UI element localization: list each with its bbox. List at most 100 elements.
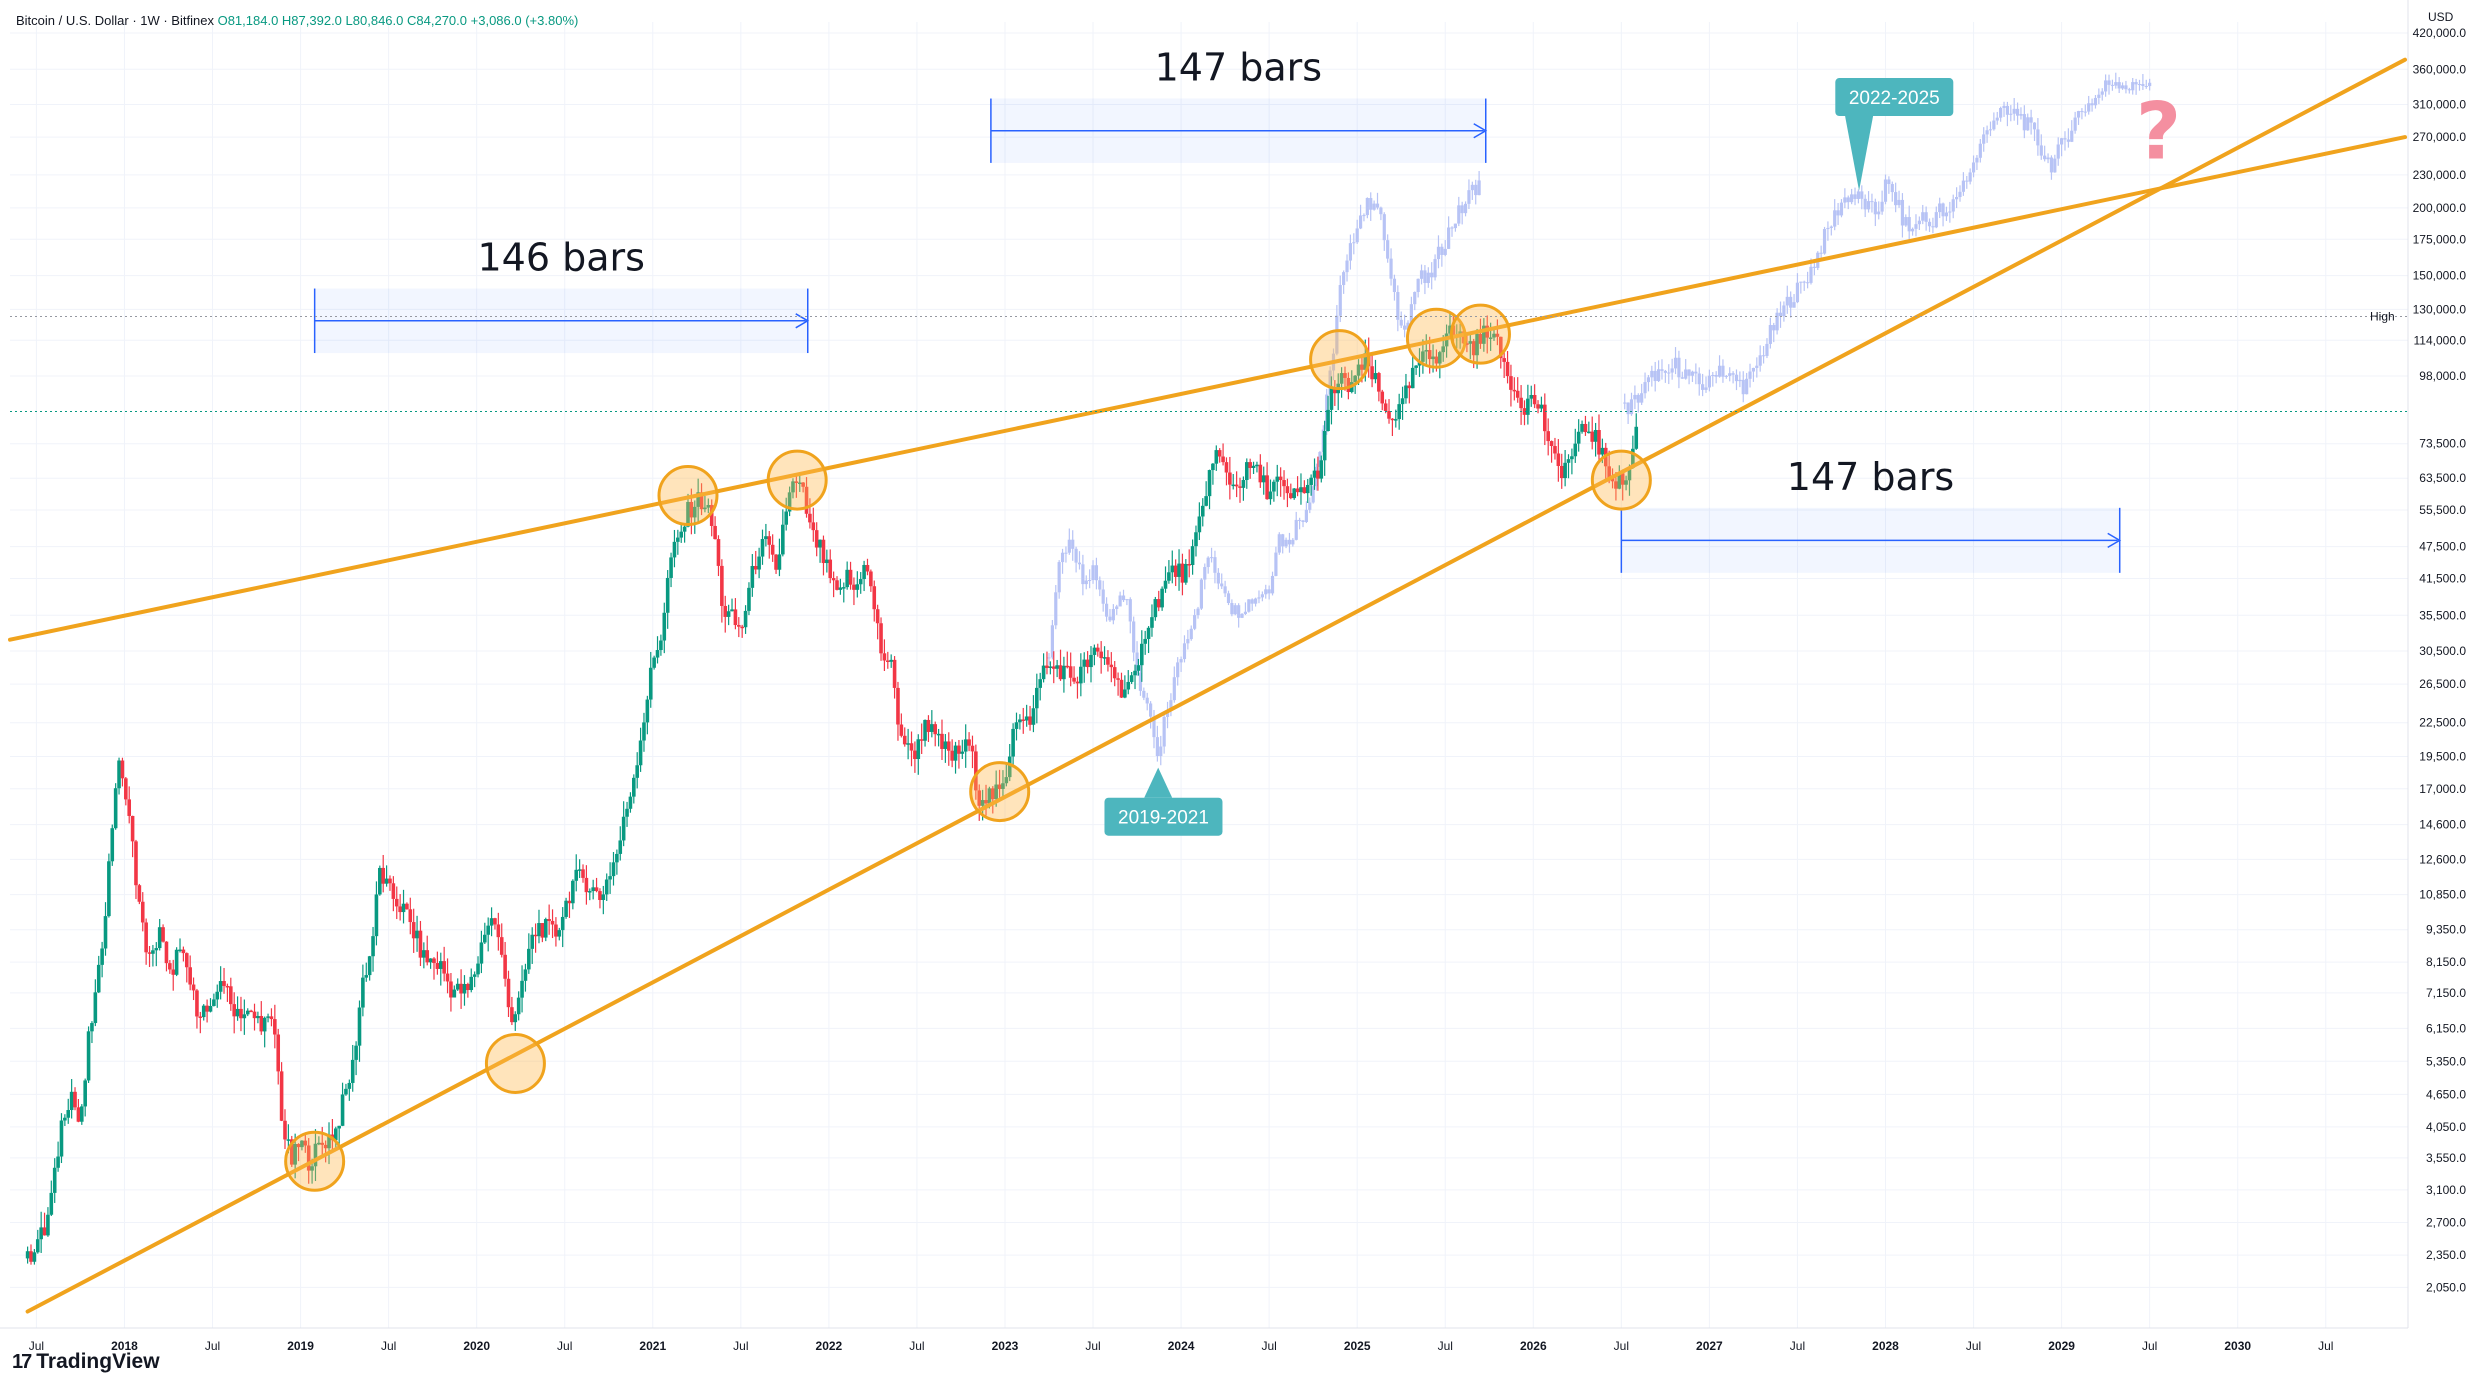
candle-up [1414, 365, 1418, 368]
candle-up [560, 916, 565, 931]
projection-candle [1978, 143, 1982, 158]
measure-tools[interactable]: 146 bars 147 bars 147 bars [313, 46, 2122, 573]
projection-candle [1772, 325, 1776, 331]
projection-candle [1301, 520, 1305, 522]
projection-candle [1088, 580, 1092, 582]
trendlines[interactable] [8, 57, 2407, 1314]
projection-candle [2046, 157, 2050, 160]
projection-candle [1904, 217, 1908, 226]
projection-candle [2043, 155, 2047, 160]
candle-up [648, 667, 653, 700]
candle-up [256, 1015, 260, 1019]
projection-candle [2070, 130, 2074, 142]
candle-down [1051, 666, 1056, 669]
candle-down [1106, 657, 1110, 665]
price-tick-label: 3,100.0 [2426, 1183, 2466, 1197]
candle-down [801, 482, 805, 487]
callouts[interactable]: 2022-2025 2019-2021 [1104, 78, 1954, 836]
candle-down [1075, 681, 1080, 684]
candle-up [1468, 341, 1473, 344]
projection-candle [1104, 603, 1109, 617]
projection-candle [1806, 282, 1810, 284]
candle-up [378, 867, 382, 895]
time-tick-label: 2021 [639, 1339, 666, 1353]
candle-down [1478, 333, 1483, 344]
projection-candle [1755, 365, 1759, 368]
projection-candle [1159, 746, 1163, 756]
candle-down [919, 739, 924, 741]
projection-candle [1447, 227, 1451, 249]
projection-candle [2117, 82, 2121, 89]
candle-down [249, 1010, 253, 1013]
projection-candle [1877, 211, 1881, 215]
candle-up [587, 891, 592, 893]
candle-down [950, 750, 954, 761]
candle-up [787, 492, 792, 512]
projection-candle [1419, 270, 1424, 279]
measure-label: 146 bars [477, 236, 644, 280]
candle-up [889, 659, 893, 662]
price-tick-label: 41,500.0 [2419, 571, 2466, 585]
projection-candle [2110, 84, 2114, 86]
symbol-header[interactable]: Bitcoin / U.S. Dollar · 1W · Bitfinex O8… [16, 13, 578, 28]
candle-up [286, 1139, 291, 1141]
candle-down [1302, 487, 1307, 494]
candle-up [706, 504, 711, 508]
candle-down [699, 492, 704, 510]
candle-down [740, 626, 744, 629]
candle-down [984, 800, 988, 804]
tradingview-branding[interactable]: 17 TradingView [12, 1350, 160, 1374]
touch-marker-circle [1309, 329, 1371, 391]
candle-up [1305, 484, 1310, 494]
candle-up [1177, 563, 1181, 577]
projection-candle [1074, 548, 1078, 563]
candle-up [1031, 708, 1036, 725]
candle-down [865, 564, 870, 572]
price-tick-label: 10,850.0 [2419, 888, 2466, 902]
candle-up [1400, 398, 1405, 405]
price-tick-label: 200,000.0 [2413, 201, 2467, 215]
candle-down [499, 937, 504, 955]
candle-up [1251, 465, 1256, 468]
projection-candle [1850, 194, 1854, 203]
price-tick-label: 47,500.0 [2419, 540, 2466, 554]
projection-candle [1663, 370, 1667, 373]
candle-up [357, 1007, 362, 1046]
candle-up [455, 983, 460, 990]
candle-down [848, 569, 853, 585]
candle-up [994, 784, 998, 800]
price-tick-label: 3,550.0 [2426, 1151, 2466, 1165]
price-tick-label: 22,500.0 [2419, 716, 2466, 730]
projection-candle [1680, 377, 1684, 379]
candle-up [1539, 404, 1544, 409]
projection-candle [1853, 194, 1857, 199]
projection-candle [1623, 402, 1627, 404]
candle-down [124, 778, 128, 800]
candle-up [747, 587, 751, 611]
projection-candle [1975, 157, 1979, 163]
candle-down [1112, 667, 1117, 679]
candle-down [1021, 719, 1026, 721]
projection-candle [1897, 199, 1901, 206]
candle-up [1160, 588, 1164, 608]
candle-down [1519, 397, 1523, 409]
candle-down [1546, 431, 1550, 442]
price-tick-label: 6,150.0 [2426, 1021, 2466, 1035]
projection-candle [2073, 117, 2077, 131]
candle-up [401, 903, 406, 913]
candle-up [757, 556, 761, 570]
candle-down [306, 1145, 311, 1171]
candle-up [59, 1120, 64, 1157]
projection-candle [2053, 158, 2057, 173]
projection-candle [1155, 737, 1159, 756]
candle-down [1620, 473, 1625, 485]
callout-pointer [1845, 116, 1874, 191]
candle-up [178, 949, 182, 952]
candle-down [540, 923, 545, 938]
candle-up [841, 587, 846, 589]
price-tick-label: 2,700.0 [2426, 1215, 2466, 1229]
projection-candle [1948, 211, 1952, 213]
candle-down [198, 1016, 203, 1018]
